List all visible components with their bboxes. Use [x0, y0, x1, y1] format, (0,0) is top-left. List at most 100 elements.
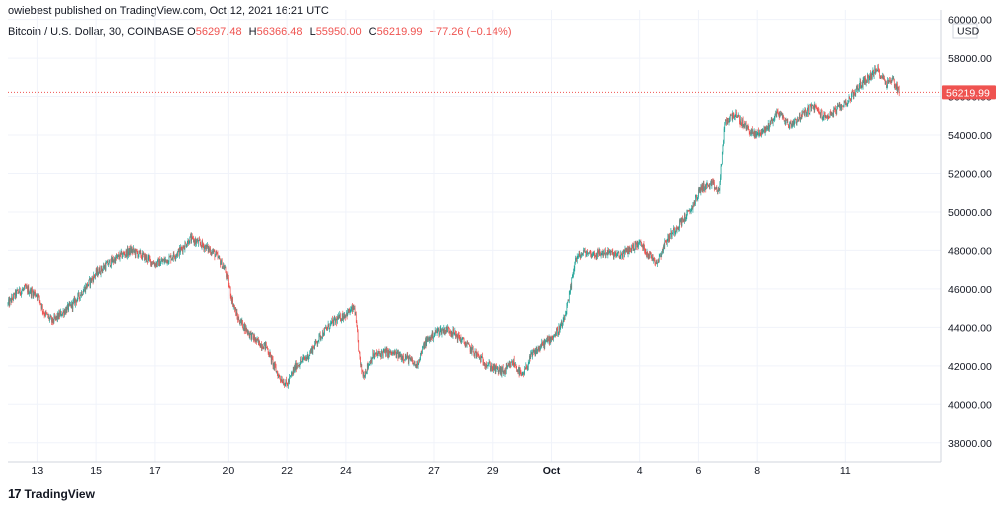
candle	[450, 329, 451, 337]
candle	[718, 186, 719, 192]
y-tick-label: 50000.00	[948, 207, 992, 219]
candle	[157, 257, 159, 262]
candle	[278, 373, 280, 378]
candle	[825, 114, 827, 119]
candle	[373, 349, 374, 359]
candle	[898, 86, 899, 91]
candle	[627, 245, 628, 255]
candle	[444, 326, 446, 336]
candle	[710, 178, 712, 187]
candle	[48, 314, 50, 321]
candle	[164, 257, 166, 265]
candle	[788, 123, 789, 129]
candle	[366, 363, 368, 375]
candle	[94, 274, 96, 280]
candle	[344, 311, 345, 319]
candle	[464, 341, 466, 348]
candle	[773, 117, 775, 121]
candle	[688, 208, 690, 212]
candle	[474, 352, 475, 359]
candle	[758, 132, 760, 138]
candle	[76, 297, 78, 303]
candle	[37, 293, 38, 302]
candle	[785, 117, 787, 125]
candle	[335, 317, 336, 325]
candle	[698, 187, 699, 199]
candle	[841, 104, 843, 107]
candle	[278, 373, 279, 379]
candle	[99, 265, 101, 274]
candle	[696, 197, 698, 201]
candle	[57, 311, 58, 323]
candle	[763, 125, 765, 134]
candle	[895, 83, 896, 91]
candle	[656, 259, 658, 265]
candle	[443, 324, 445, 335]
x-tick-label: 29	[487, 465, 499, 477]
candle	[857, 84, 859, 91]
candle	[264, 341, 265, 346]
tradingview-brand[interactable]: 17 TradingView	[8, 486, 95, 501]
candle	[692, 202, 694, 213]
candle	[867, 73, 869, 79]
candle	[51, 317, 53, 324]
candle	[799, 112, 800, 120]
candle	[248, 330, 250, 339]
candle	[261, 343, 263, 351]
candle	[868, 74, 869, 84]
candle	[309, 350, 311, 357]
candle	[566, 302, 568, 315]
published-header: owiebest published on TradingView.com, O…	[8, 5, 329, 17]
candle	[24, 285, 25, 291]
candle	[588, 251, 590, 254]
candle	[665, 239, 667, 243]
candle	[645, 248, 647, 255]
candle	[52, 318, 54, 325]
candle	[38, 295, 40, 304]
candle	[633, 241, 635, 251]
candle	[218, 255, 219, 259]
candle	[142, 250, 144, 258]
candle	[497, 366, 499, 376]
candle	[611, 249, 613, 255]
candle	[707, 182, 708, 189]
candle	[469, 345, 471, 355]
candle	[541, 338, 543, 349]
candle	[68, 302, 69, 312]
candle	[78, 292, 80, 300]
candle	[53, 313, 55, 324]
candle	[384, 348, 385, 354]
candle	[502, 365, 503, 373]
candle	[392, 351, 394, 355]
candle	[855, 85, 857, 93]
candle	[888, 78, 890, 84]
candle	[125, 248, 127, 258]
candle	[75, 299, 77, 303]
candle	[201, 240, 203, 250]
candle	[600, 252, 602, 259]
candle	[266, 346, 268, 348]
candle	[56, 313, 58, 322]
candle	[578, 250, 580, 258]
candle	[478, 356, 480, 361]
candle	[453, 332, 455, 336]
candle	[400, 354, 402, 360]
candle	[449, 331, 451, 334]
candle	[434, 327, 436, 336]
candle	[316, 341, 317, 343]
candle	[607, 247, 609, 259]
candle	[819, 112, 821, 118]
candle	[70, 301, 71, 307]
candle	[713, 178, 715, 185]
candle	[617, 252, 618, 257]
candle	[81, 291, 83, 297]
y-tick-label: 48000.00	[948, 245, 992, 257]
candle	[731, 112, 733, 121]
candle	[230, 293, 232, 301]
candle	[878, 63, 879, 73]
candle	[246, 329, 248, 335]
candle	[78, 290, 79, 297]
candle	[820, 109, 822, 119]
candle	[833, 106, 835, 113]
